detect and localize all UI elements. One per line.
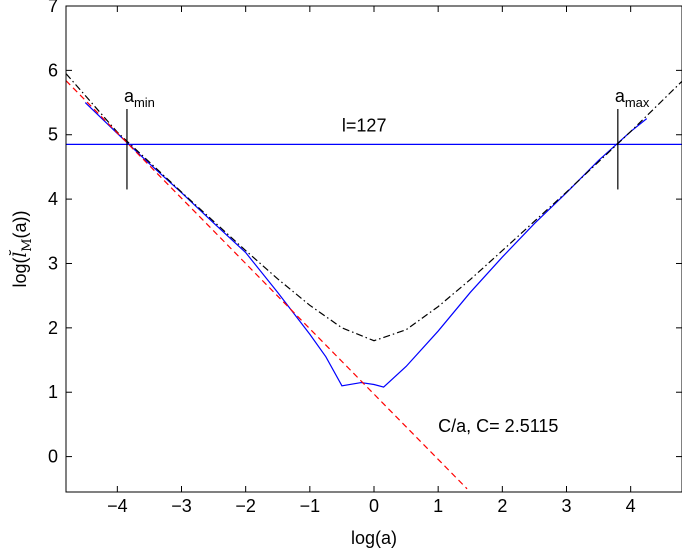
- x-tick-label: 0: [369, 496, 379, 516]
- y-tick-label: 0: [48, 447, 58, 467]
- l-label: l=127: [342, 115, 387, 135]
- plot-frame: [65, 5, 682, 493]
- plot-background: [66, 6, 682, 492]
- y-tick-label: 6: [48, 60, 58, 80]
- red-dashed-series: [66, 80, 468, 490]
- c-label: C/a, C= 2.5115: [438, 416, 558, 436]
- x-tick-label: −3: [171, 496, 192, 516]
- y-tick-label: 2: [48, 318, 58, 338]
- y-tick-label: 5: [48, 125, 58, 145]
- series-layer: [66, 73, 682, 490]
- black-dashdot-series: [66, 73, 682, 342]
- tick-layer: −4 −3 −2 −1 0 1 2 3 4 0 1 2 3 4 5 6 7: [48, 0, 682, 516]
- x-tick-label: −2: [235, 496, 256, 516]
- x-tick-label: 2: [497, 496, 507, 516]
- y-tick-label: 4: [48, 189, 58, 209]
- y-axis-label: log(l̆M(a)): [8, 210, 35, 287]
- y-axis-label-symbol: l̆: [8, 249, 31, 258]
- marker-max-label: amax: [615, 86, 650, 110]
- x-tick-label: 4: [626, 496, 636, 516]
- y-axis-label-subscript: M: [20, 238, 35, 251]
- marker-layer: amin amax: [124, 86, 650, 190]
- x-axis-label: log(a): [351, 528, 397, 548]
- x-tick-label: −1: [300, 496, 321, 516]
- y-tick-label: 7: [48, 0, 58, 16]
- y-tick-label: 3: [48, 253, 58, 273]
- x-tick-label: −4: [107, 496, 128, 516]
- marker-min-label: amin: [124, 86, 155, 110]
- blue-solid-series: [84, 102, 648, 388]
- y-axis-label-prefix: log(: [10, 258, 30, 288]
- x-tick-label: 1: [433, 496, 443, 516]
- y-tick-label: 1: [48, 382, 58, 402]
- x-tick-label: 3: [561, 496, 571, 516]
- y-axis-label-suffix: (a)): [10, 210, 30, 238]
- svg-text:log(l̆M(a)): log(l̆M(a)): [8, 210, 35, 287]
